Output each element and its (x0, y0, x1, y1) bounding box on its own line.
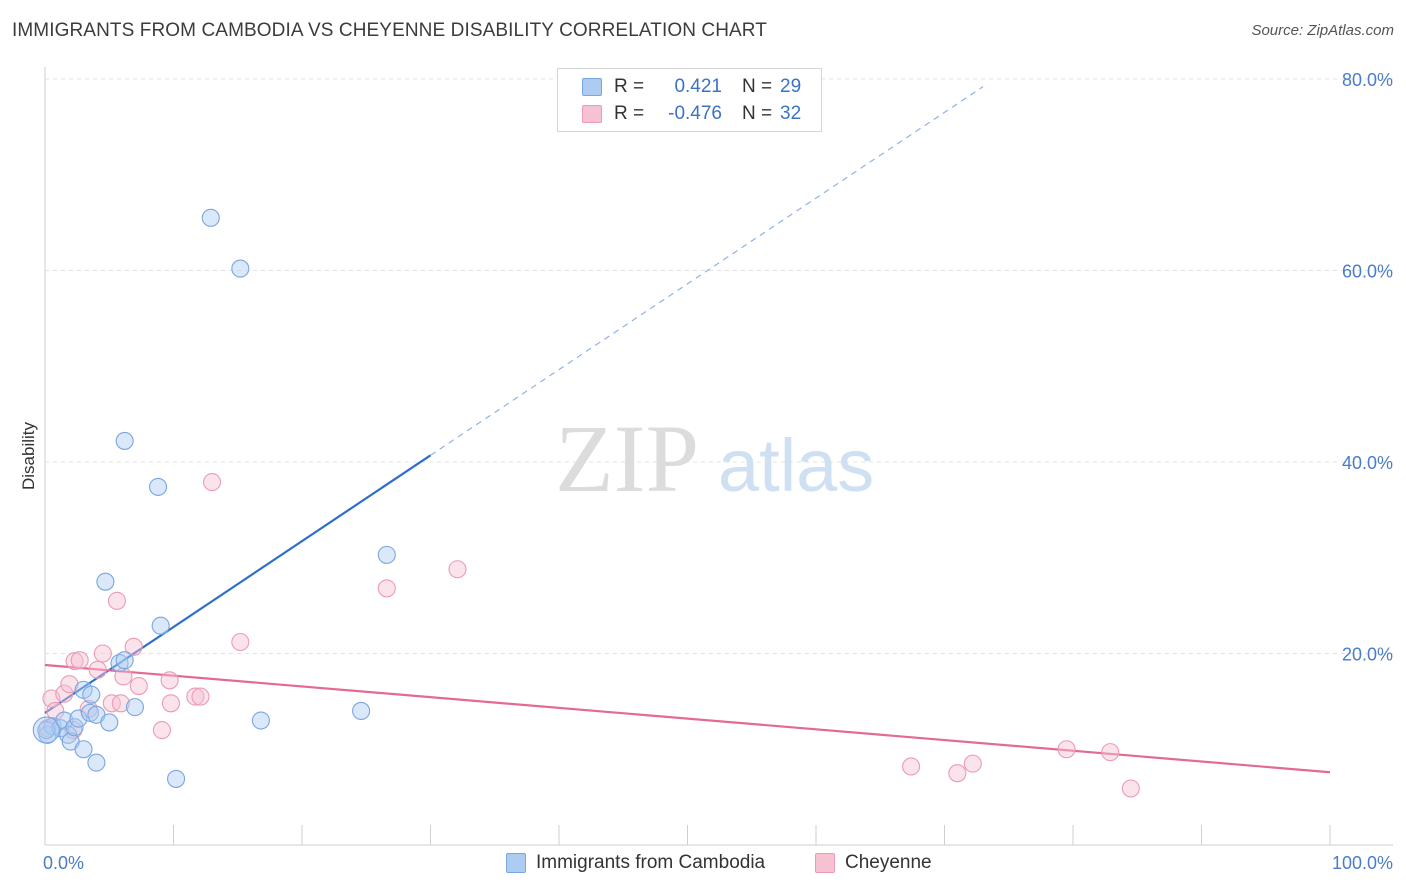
point-cheyenne (160, 671, 179, 690)
legend-n-label: N = (742, 76, 773, 97)
point-cambodia-cluster (32, 716, 60, 744)
point-cambodia (201, 208, 220, 227)
point-cheyenne (124, 637, 143, 656)
chart-title: IMMIGRANTS FROM CAMBODIA VS CHEYENNE DIS… (12, 20, 767, 41)
point-cheyenne (231, 632, 250, 652)
point-cambodia (80, 703, 100, 722)
point-cambodia (231, 259, 250, 278)
legend-r-value: -0.476 (668, 103, 722, 124)
series-label-cambodia: Immigrants from Cambodia (536, 852, 766, 873)
series-legend: Immigrants from Cambodia Cheyenne (0, 852, 1406, 878)
watermark-atlas: atlas (718, 424, 874, 507)
point-cambodia (82, 685, 101, 704)
watermark-zip: ZIP (555, 405, 699, 512)
legend-n-label: N = (742, 103, 773, 124)
point-cambodia (115, 651, 134, 670)
legend-row-cambodia: R = 0.421 N = 29 (582, 75, 801, 99)
point-cambodia (115, 431, 134, 450)
legend-r-label: R = (614, 76, 645, 97)
data-points (32, 208, 1140, 798)
series-label-cheyenne: Cheyenne (845, 852, 932, 873)
point-cheyenne (55, 684, 74, 703)
point-cheyenne (186, 687, 205, 706)
point-cheyenne (111, 694, 130, 713)
point-cambodia (37, 721, 56, 740)
legend-swatch-cheyenne (582, 105, 602, 123)
point-cheyenne (161, 694, 180, 713)
point-cheyenne (129, 677, 148, 696)
point-cheyenne (377, 579, 396, 598)
point-cheyenne (1101, 743, 1120, 762)
x-tick-label: 0.0% (43, 853, 84, 873)
point-cambodia (65, 718, 84, 737)
point-cambodia (74, 740, 93, 759)
point-cambodia (167, 769, 186, 788)
point-cambodia (87, 753, 106, 772)
y-tick-label: 80.0% (1342, 70, 1393, 90)
y-tick-label: 60.0% (1342, 262, 1393, 282)
point-cheyenne (948, 764, 967, 783)
point-cheyenne (963, 754, 982, 773)
series-swatch-cambodia (506, 853, 526, 873)
point-cheyenne (1057, 740, 1076, 759)
trend-lines (44, 86, 1331, 774)
point-cambodia (352, 701, 371, 721)
series-legend-cambodia: Immigrants from Cambodia (506, 852, 765, 874)
point-cheyenne (107, 591, 127, 610)
point-cheyenne (152, 721, 171, 740)
point-cheyenne (114, 667, 133, 686)
y-tick-label: 20.0% (1342, 645, 1393, 665)
point-cambodia (100, 713, 119, 732)
correlation-legend: R = 0.421 N = 29 R = -0.476 N = 32 (557, 68, 822, 132)
legend-swatch-cambodia (582, 78, 602, 96)
point-cheyenne (93, 644, 112, 663)
trend-line-cambodia-extension (430, 86, 984, 456)
legend-n-value: 29 (780, 76, 802, 97)
x-tick-label: 100.0% (1332, 853, 1393, 873)
point-cambodia (151, 616, 170, 635)
y-tick-label: 40.0% (1342, 453, 1393, 473)
point-cheyenne (191, 687, 210, 706)
tick-labels: 20.0% 40.0% 60.0% 80.0% 0.0% 100.0% (43, 70, 1393, 873)
legend-r-label: R = (614, 103, 645, 124)
point-cambodia (125, 698, 144, 717)
legend-r-value: 0.421 (674, 76, 722, 97)
point-cambodia (149, 477, 168, 496)
point-cheyenne (46, 701, 65, 721)
watermark: ZIP atlas (555, 405, 874, 512)
series-swatch-cheyenne (815, 853, 835, 873)
point-cheyenne (203, 473, 222, 492)
y-axis-label: Disability (19, 421, 38, 490)
legend-row-cheyenne: R = -0.476 N = 32 (582, 102, 801, 126)
point-cheyenne (448, 560, 467, 579)
legend-n-value: 32 (780, 103, 802, 124)
point-cambodia (110, 654, 129, 673)
point-cambodia (251, 711, 270, 730)
axes (44, 67, 1393, 846)
point-cheyenne (65, 652, 84, 671)
point-cambodia (69, 709, 88, 728)
series-legend-cheyenne: Cheyenne (815, 852, 932, 874)
point-cambodia (377, 545, 396, 564)
source-label: Source: ZipAtlas.com (1251, 22, 1394, 39)
point-cheyenne (70, 651, 89, 670)
gridlines (45, 78, 1393, 654)
point-cheyenne (88, 660, 107, 679)
point-cheyenne (902, 757, 921, 776)
point-cheyenne (1121, 779, 1140, 798)
point-cambodia (96, 572, 115, 591)
trend-line-cheyenne (44, 663, 1331, 774)
